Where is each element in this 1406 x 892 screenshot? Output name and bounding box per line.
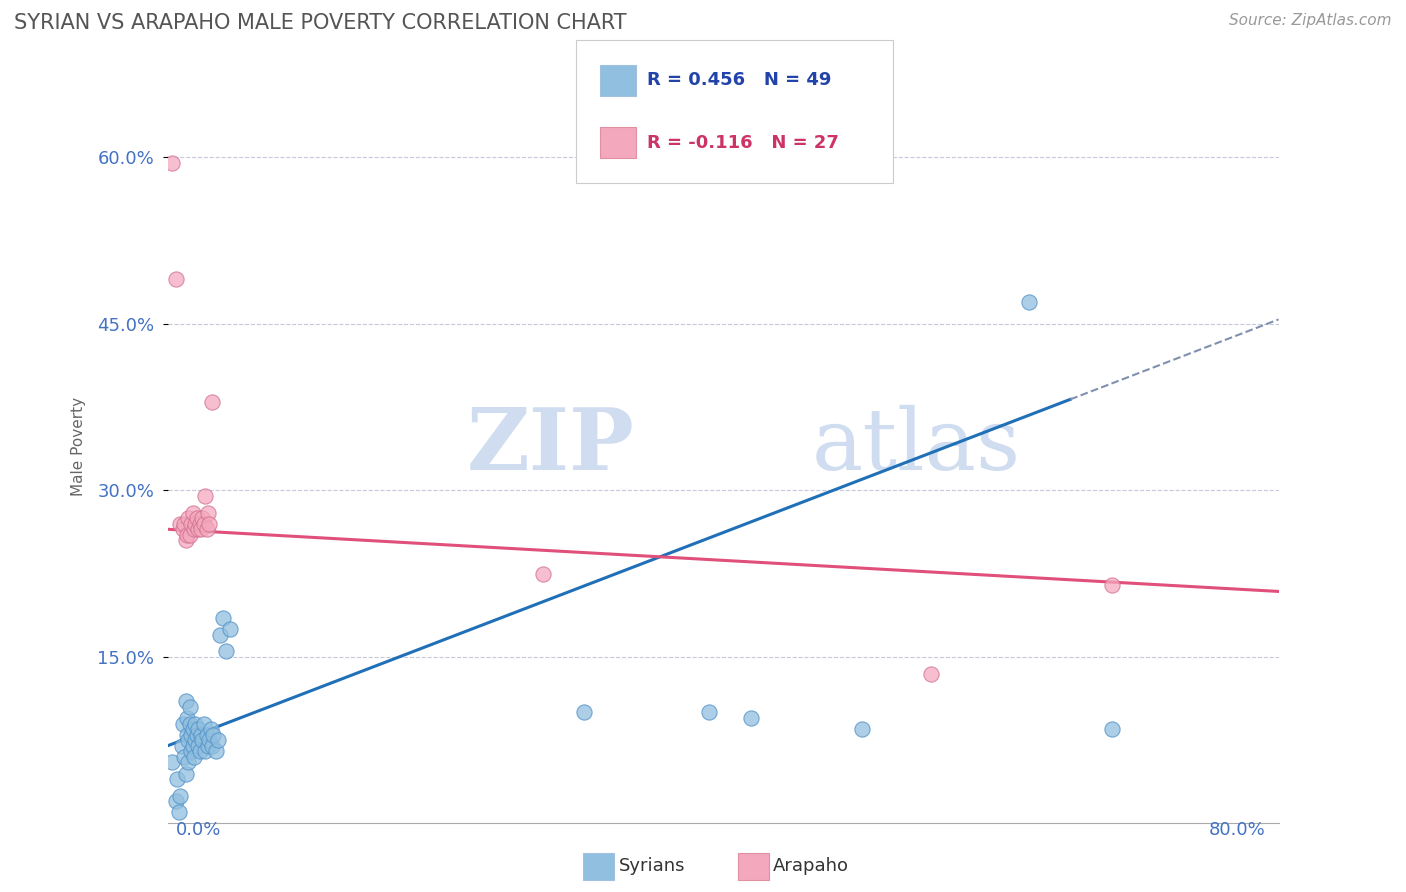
Point xyxy=(531,566,554,581)
Point xyxy=(209,628,232,642)
Point xyxy=(177,756,200,770)
Point xyxy=(170,739,193,753)
Text: Arapaho: Arapaho xyxy=(773,857,849,875)
Point xyxy=(176,711,198,725)
Point xyxy=(184,716,207,731)
Point xyxy=(198,516,221,531)
Point xyxy=(180,728,202,742)
Point xyxy=(177,733,200,747)
Point xyxy=(197,506,219,520)
Point xyxy=(187,522,209,536)
Text: ZIP: ZIP xyxy=(467,404,634,488)
Point xyxy=(181,739,204,753)
Point xyxy=(198,733,221,747)
Point xyxy=(173,750,195,764)
Point xyxy=(207,733,229,747)
Point xyxy=(205,744,228,758)
Point xyxy=(172,716,194,731)
Point xyxy=(174,533,197,548)
Point xyxy=(215,644,238,658)
Text: SYRIAN VS ARAPAHO MALE POVERTY CORRELATION CHART: SYRIAN VS ARAPAHO MALE POVERTY CORRELATI… xyxy=(14,13,627,33)
Text: R = 0.456   N = 49: R = 0.456 N = 49 xyxy=(647,71,831,89)
Point xyxy=(172,522,194,536)
Text: R = -0.116   N = 27: R = -0.116 N = 27 xyxy=(647,134,838,152)
Point xyxy=(160,156,183,170)
Point xyxy=(165,794,187,808)
Point xyxy=(183,750,205,764)
Point xyxy=(186,728,208,742)
Point xyxy=(190,728,212,742)
Point xyxy=(188,744,211,758)
Point xyxy=(169,516,191,531)
Point xyxy=(201,739,224,753)
Point xyxy=(160,756,183,770)
Point xyxy=(195,522,218,536)
Point xyxy=(194,489,217,503)
Point xyxy=(193,716,215,731)
Point xyxy=(194,744,217,758)
Point xyxy=(574,706,596,720)
Point xyxy=(179,699,201,714)
Point xyxy=(187,739,209,753)
Point xyxy=(184,733,207,747)
Point xyxy=(184,516,207,531)
Point xyxy=(191,511,214,525)
Point xyxy=(181,506,204,520)
Point xyxy=(697,706,720,720)
Point xyxy=(1101,578,1123,592)
Point xyxy=(200,722,222,736)
Text: atlas: atlas xyxy=(811,404,1021,488)
Text: Syrians: Syrians xyxy=(619,857,685,875)
Point xyxy=(219,622,242,636)
Point xyxy=(177,511,200,525)
Point xyxy=(740,711,762,725)
Text: 80.0%: 80.0% xyxy=(1209,821,1265,838)
Point xyxy=(187,722,209,736)
Point xyxy=(201,394,224,409)
Point xyxy=(193,516,215,531)
Point xyxy=(179,528,201,542)
Point xyxy=(212,611,235,625)
Point xyxy=(190,522,212,536)
Point xyxy=(180,516,202,531)
Point xyxy=(176,528,198,542)
Point xyxy=(165,272,187,286)
Point xyxy=(173,516,195,531)
Point xyxy=(202,728,225,742)
Point xyxy=(180,744,202,758)
Point xyxy=(166,772,188,786)
Point xyxy=(195,728,218,742)
Point xyxy=(1101,722,1123,736)
Text: 0.0%: 0.0% xyxy=(176,821,221,838)
Point xyxy=(191,733,214,747)
Point xyxy=(176,728,198,742)
Point xyxy=(186,511,208,525)
Point xyxy=(851,722,873,736)
Point xyxy=(174,694,197,708)
Text: Source: ZipAtlas.com: Source: ZipAtlas.com xyxy=(1229,13,1392,29)
Point xyxy=(169,789,191,803)
Point xyxy=(179,716,201,731)
Point xyxy=(183,522,205,536)
Point xyxy=(167,805,190,820)
Point xyxy=(174,766,197,780)
Point xyxy=(1018,294,1040,309)
Point xyxy=(181,722,204,736)
Point xyxy=(920,666,942,681)
Y-axis label: Male Poverty: Male Poverty xyxy=(72,396,86,496)
Point xyxy=(197,739,219,753)
Point xyxy=(188,516,211,531)
